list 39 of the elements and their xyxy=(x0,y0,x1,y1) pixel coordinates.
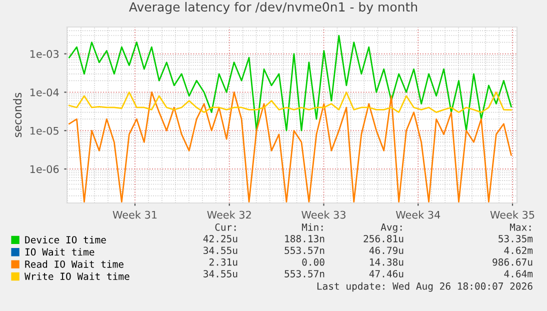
chart-title: Average latency for /dev/nvme0n1 - by month xyxy=(129,2,418,14)
x-tick-label: Week 31 xyxy=(112,210,157,219)
legend-label: Device IO time xyxy=(25,236,106,244)
text: 0.00 xyxy=(302,258,324,266)
line-series xyxy=(68,34,512,132)
legend-label: IO Wait time xyxy=(25,248,94,256)
text: 46.79u xyxy=(369,246,404,254)
text: Avg: xyxy=(380,224,402,233)
legend-label: Write IO Wait time xyxy=(24,272,130,280)
text: 53.35m xyxy=(498,234,533,242)
y-tick-label: 1e-03 xyxy=(30,50,59,58)
x-tick-label: Week 33 xyxy=(302,210,346,219)
text: 256.81u xyxy=(364,234,404,242)
text: Last update: Wed Aug 26 18:00:07 2026 xyxy=(317,282,532,292)
text: 34.55u xyxy=(204,246,238,254)
text: 42.25u xyxy=(203,234,238,242)
text: 34.55u xyxy=(204,270,238,278)
text: 47.46u xyxy=(369,270,404,278)
text: Cur: xyxy=(215,223,236,231)
y-tick-label: 1e-04 xyxy=(30,88,59,96)
text: 553.57n xyxy=(284,246,324,254)
line-series xyxy=(68,92,512,202)
x-tick-label: Week 34 xyxy=(396,210,440,219)
x-tick-label: Week 35 xyxy=(490,210,534,219)
text: 4.62m xyxy=(504,246,533,254)
line-series xyxy=(68,92,512,113)
text: Min: xyxy=(302,223,323,231)
text: 4.64m xyxy=(504,270,533,278)
legend-label: Read IO Wait time xyxy=(25,260,124,268)
text: 986.67u xyxy=(492,258,532,266)
text: 553.57n xyxy=(284,270,324,278)
y-axis-title: seconds xyxy=(13,92,22,138)
y-tick-label: 1e-05 xyxy=(30,126,58,135)
text: 2.31u xyxy=(209,258,238,266)
text: 14.38u xyxy=(370,258,404,266)
text: 188.13n xyxy=(285,234,324,242)
y-tick-label: 1e-06 xyxy=(30,165,59,174)
text: Max: xyxy=(510,224,531,231)
x-tick-label: Week 32 xyxy=(207,210,251,219)
